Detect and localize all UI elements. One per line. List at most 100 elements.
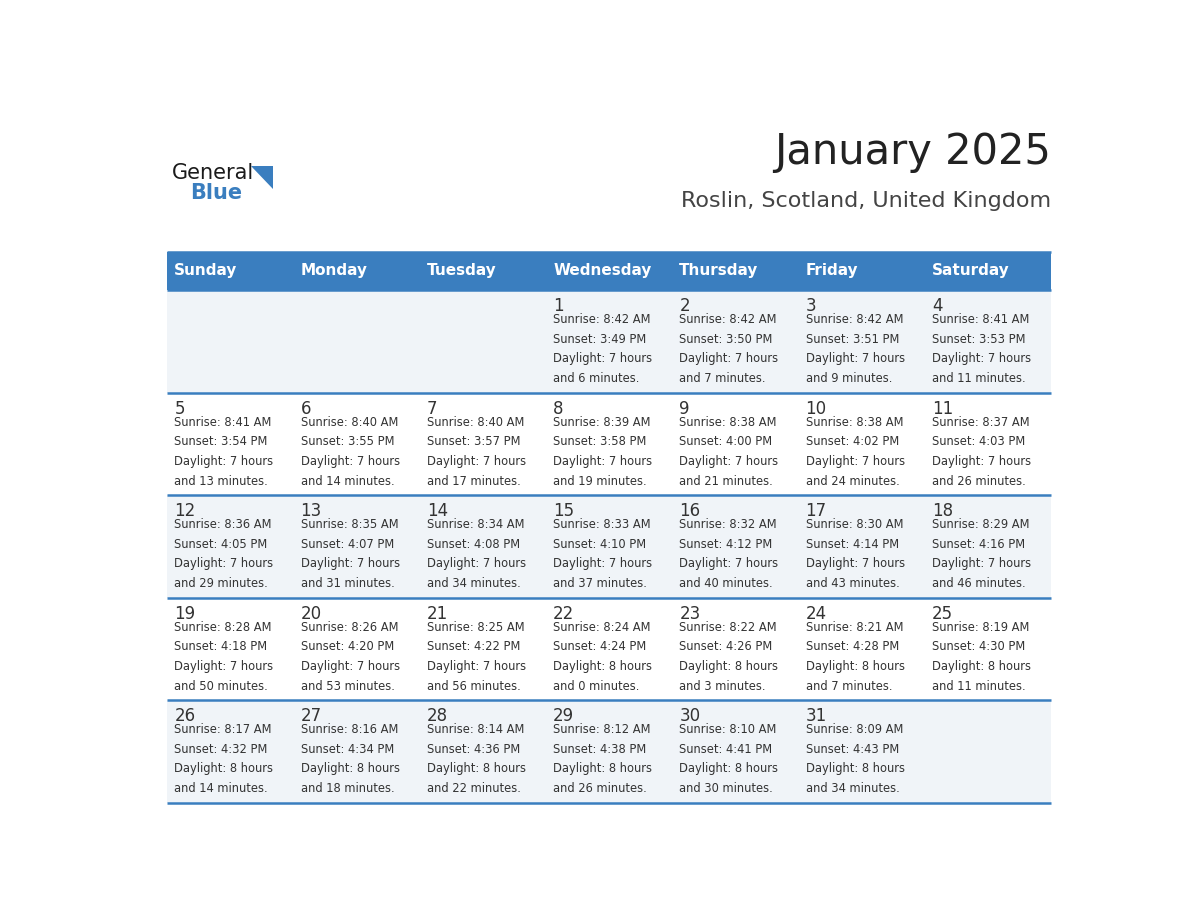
Text: 7: 7: [426, 400, 437, 418]
Text: and 9 minutes.: and 9 minutes.: [805, 372, 892, 385]
Bar: [924, 290, 1051, 393]
Text: Sunrise: 8:22 AM: Sunrise: 8:22 AM: [680, 621, 777, 633]
Text: 9: 9: [680, 400, 690, 418]
Bar: [924, 393, 1051, 496]
Text: 30: 30: [680, 708, 701, 725]
Bar: [166, 700, 293, 803]
Bar: [293, 598, 419, 700]
Bar: [545, 496, 672, 598]
Text: Friday: Friday: [805, 263, 858, 278]
Text: and 0 minutes.: and 0 minutes.: [554, 679, 639, 692]
Text: Sunset: 3:49 PM: Sunset: 3:49 PM: [554, 332, 646, 346]
Text: Sunset: 4:03 PM: Sunset: 4:03 PM: [931, 435, 1025, 448]
Text: Sunset: 3:57 PM: Sunset: 3:57 PM: [426, 435, 520, 448]
Text: 16: 16: [680, 502, 701, 521]
Text: Sunrise: 8:40 AM: Sunrise: 8:40 AM: [426, 416, 524, 429]
Bar: [419, 598, 545, 700]
Text: Sunrise: 8:16 AM: Sunrise: 8:16 AM: [301, 723, 398, 736]
Text: January 2025: January 2025: [773, 131, 1051, 174]
Text: Saturday: Saturday: [931, 263, 1010, 278]
Text: Sunrise: 8:10 AM: Sunrise: 8:10 AM: [680, 723, 777, 736]
Text: and 19 minutes.: and 19 minutes.: [554, 475, 646, 487]
Bar: [545, 700, 672, 803]
Text: Daylight: 7 hours: Daylight: 7 hours: [426, 660, 526, 673]
Bar: [419, 252, 545, 290]
Text: Sunset: 4:26 PM: Sunset: 4:26 PM: [680, 640, 772, 654]
Text: Daylight: 8 hours: Daylight: 8 hours: [931, 660, 1031, 673]
Text: and 7 minutes.: and 7 minutes.: [805, 679, 892, 692]
Text: and 34 minutes.: and 34 minutes.: [805, 782, 899, 795]
Text: and 40 minutes.: and 40 minutes.: [680, 577, 773, 590]
Text: Daylight: 7 hours: Daylight: 7 hours: [680, 455, 778, 468]
Text: Sunrise: 8:28 AM: Sunrise: 8:28 AM: [175, 621, 272, 633]
Text: and 6 minutes.: and 6 minutes.: [554, 372, 639, 385]
Text: and 26 minutes.: and 26 minutes.: [554, 782, 646, 795]
Text: Daylight: 7 hours: Daylight: 7 hours: [554, 455, 652, 468]
Text: and 11 minutes.: and 11 minutes.: [931, 679, 1025, 692]
Text: 6: 6: [301, 400, 311, 418]
Text: 27: 27: [301, 708, 322, 725]
Bar: [924, 252, 1051, 290]
Text: and 56 minutes.: and 56 minutes.: [426, 679, 520, 692]
Text: and 13 minutes.: and 13 minutes.: [175, 475, 268, 487]
Text: Sunset: 4:16 PM: Sunset: 4:16 PM: [931, 538, 1025, 551]
Text: 29: 29: [554, 708, 574, 725]
Text: Tuesday: Tuesday: [426, 263, 497, 278]
Text: 12: 12: [175, 502, 196, 521]
Text: Sunset: 3:55 PM: Sunset: 3:55 PM: [301, 435, 394, 448]
Text: Sunrise: 8:26 AM: Sunrise: 8:26 AM: [301, 621, 398, 633]
Text: Daylight: 7 hours: Daylight: 7 hours: [554, 353, 652, 365]
Text: Sunset: 4:00 PM: Sunset: 4:00 PM: [680, 435, 772, 448]
Text: Daylight: 7 hours: Daylight: 7 hours: [931, 455, 1031, 468]
Text: Sunset: 4:07 PM: Sunset: 4:07 PM: [301, 538, 393, 551]
Text: and 24 minutes.: and 24 minutes.: [805, 475, 899, 487]
Text: Sunrise: 8:09 AM: Sunrise: 8:09 AM: [805, 723, 903, 736]
Text: General: General: [171, 163, 254, 184]
Text: Sunrise: 8:32 AM: Sunrise: 8:32 AM: [680, 518, 777, 531]
Text: and 30 minutes.: and 30 minutes.: [680, 782, 773, 795]
Bar: [672, 598, 798, 700]
Text: Sunrise: 8:38 AM: Sunrise: 8:38 AM: [680, 416, 777, 429]
Text: Daylight: 7 hours: Daylight: 7 hours: [680, 557, 778, 570]
Bar: [293, 393, 419, 496]
Bar: [545, 393, 672, 496]
Text: Sunset: 4:10 PM: Sunset: 4:10 PM: [554, 538, 646, 551]
Bar: [166, 496, 293, 598]
Text: Daylight: 7 hours: Daylight: 7 hours: [175, 455, 273, 468]
Text: and 34 minutes.: and 34 minutes.: [426, 577, 520, 590]
Text: 3: 3: [805, 297, 816, 316]
Text: Daylight: 7 hours: Daylight: 7 hours: [931, 557, 1031, 570]
Text: and 43 minutes.: and 43 minutes.: [805, 577, 899, 590]
Text: Sunrise: 8:25 AM: Sunrise: 8:25 AM: [426, 621, 524, 633]
Text: Daylight: 8 hours: Daylight: 8 hours: [175, 762, 273, 776]
Text: 1: 1: [554, 297, 564, 316]
Polygon shape: [251, 166, 273, 188]
Bar: [545, 290, 672, 393]
Text: Sunrise: 8:12 AM: Sunrise: 8:12 AM: [554, 723, 651, 736]
Text: Sunrise: 8:36 AM: Sunrise: 8:36 AM: [175, 518, 272, 531]
Text: Sunrise: 8:41 AM: Sunrise: 8:41 AM: [175, 416, 272, 429]
Text: and 22 minutes.: and 22 minutes.: [426, 782, 520, 795]
Text: Daylight: 7 hours: Daylight: 7 hours: [426, 557, 526, 570]
Text: Sunset: 4:08 PM: Sunset: 4:08 PM: [426, 538, 520, 551]
Text: Sunrise: 8:33 AM: Sunrise: 8:33 AM: [554, 518, 651, 531]
Text: Sunset: 3:58 PM: Sunset: 3:58 PM: [554, 435, 646, 448]
Bar: [798, 393, 924, 496]
Text: Sunset: 4:38 PM: Sunset: 4:38 PM: [554, 743, 646, 756]
Text: Daylight: 8 hours: Daylight: 8 hours: [680, 660, 778, 673]
Text: Daylight: 7 hours: Daylight: 7 hours: [931, 353, 1031, 365]
Text: and 46 minutes.: and 46 minutes.: [931, 577, 1025, 590]
Text: Daylight: 8 hours: Daylight: 8 hours: [680, 762, 778, 776]
Text: and 29 minutes.: and 29 minutes.: [175, 577, 268, 590]
Bar: [419, 393, 545, 496]
Text: Sunrise: 8:29 AM: Sunrise: 8:29 AM: [931, 518, 1029, 531]
Text: Sunset: 4:30 PM: Sunset: 4:30 PM: [931, 640, 1025, 654]
Bar: [293, 290, 419, 393]
Text: Daylight: 8 hours: Daylight: 8 hours: [301, 762, 399, 776]
Text: Sunrise: 8:40 AM: Sunrise: 8:40 AM: [301, 416, 398, 429]
Text: 26: 26: [175, 708, 195, 725]
Text: 22: 22: [554, 605, 574, 623]
Text: Sunrise: 8:21 AM: Sunrise: 8:21 AM: [805, 621, 903, 633]
Bar: [924, 700, 1051, 803]
Text: 8: 8: [554, 400, 563, 418]
